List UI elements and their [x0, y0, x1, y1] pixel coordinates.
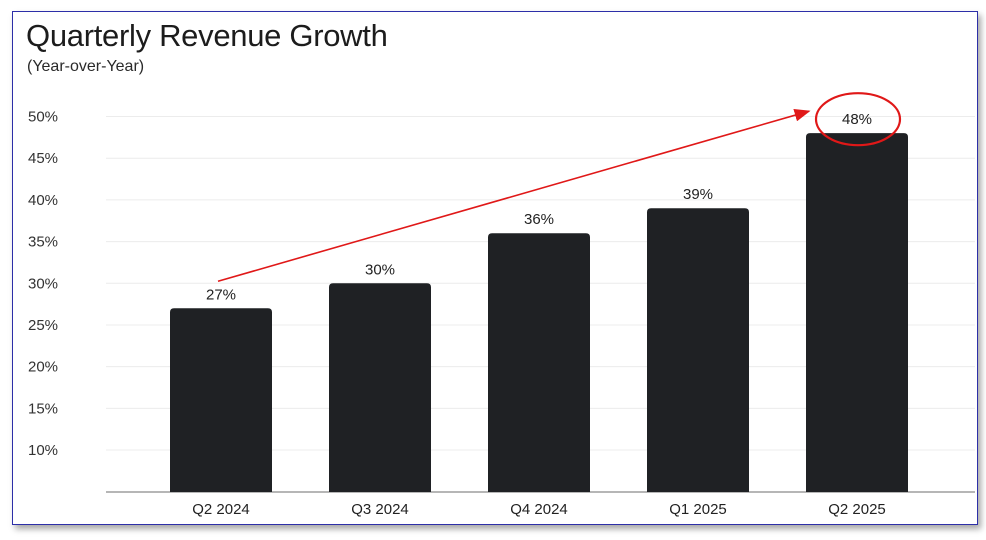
data-label: 48%	[842, 111, 872, 128]
y-tick-label: 40%	[28, 192, 58, 209]
y-tick-label: 50%	[28, 109, 58, 126]
chart-frame: Quarterly Revenue Growth (Year-over-Year…	[12, 11, 978, 525]
data-label: 30%	[365, 261, 395, 278]
x-tick-label: Q2 2024	[192, 501, 250, 518]
y-tick-label: 30%	[28, 275, 58, 292]
highlight-circle	[814, 92, 902, 147]
x-tick-label: Q4 2024	[510, 501, 568, 518]
bar	[329, 283, 431, 492]
y-tick-label: 15%	[28, 400, 58, 417]
trend-arrow	[217, 109, 811, 283]
y-tick-label: 25%	[28, 317, 58, 334]
x-tick-label: Q2 2025	[828, 501, 886, 518]
data-label: 36%	[524, 211, 554, 228]
x-tick-label: Q3 2024	[351, 501, 409, 518]
bar	[806, 133, 908, 493]
y-tick-label: 35%	[28, 234, 58, 251]
bar	[170, 308, 272, 492]
bar-chart: 10% 15% 20% 25% 30% 35% 40% 45% 50% 27% Q2 2024 30%…	[28, 92, 975, 518]
bar	[647, 208, 749, 492]
y-tick-label: 20%	[28, 359, 58, 376]
data-label: 27%	[206, 286, 236, 303]
bar	[488, 233, 590, 492]
y-tick-label: 45%	[28, 150, 58, 167]
data-label: 39%	[683, 186, 713, 203]
y-tick-label: 10%	[28, 442, 58, 459]
chart-subtitle: (Year-over-Year)	[27, 58, 145, 75]
chart-title: Quarterly Revenue Growth	[26, 18, 388, 53]
x-tick-label: Q1 2025	[669, 501, 727, 518]
